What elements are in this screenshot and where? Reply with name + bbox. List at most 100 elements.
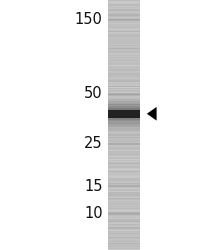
Bar xyxy=(108,223,140,224)
Bar xyxy=(108,185,140,186)
Bar xyxy=(108,176,140,177)
Bar xyxy=(108,128,140,129)
Bar xyxy=(108,12,140,13)
Bar xyxy=(108,153,140,154)
Text: 50: 50 xyxy=(84,86,103,101)
Bar xyxy=(108,3,140,4)
Bar xyxy=(108,66,140,67)
Bar xyxy=(108,15,140,16)
Bar xyxy=(108,235,140,236)
Bar xyxy=(108,85,140,86)
Bar xyxy=(108,220,140,221)
Bar xyxy=(108,219,140,220)
Bar xyxy=(108,184,140,185)
Bar xyxy=(108,173,140,174)
Bar xyxy=(108,89,140,90)
Bar xyxy=(108,110,140,111)
Bar xyxy=(108,84,140,85)
Bar xyxy=(108,208,140,209)
Bar xyxy=(108,233,140,234)
Bar xyxy=(108,112,140,113)
Bar xyxy=(108,86,140,87)
Bar xyxy=(108,41,140,42)
Bar xyxy=(108,183,140,184)
Bar xyxy=(108,168,140,169)
Bar xyxy=(108,143,140,144)
Bar xyxy=(108,102,140,125)
Bar xyxy=(108,114,140,115)
Bar xyxy=(108,13,140,14)
Bar xyxy=(108,121,140,122)
Bar xyxy=(108,164,140,165)
Bar xyxy=(108,213,140,215)
Bar xyxy=(108,1,140,2)
Bar xyxy=(108,113,140,114)
Bar xyxy=(108,180,140,181)
Bar xyxy=(108,60,140,61)
Bar xyxy=(108,205,140,206)
Bar xyxy=(108,79,140,80)
Bar xyxy=(108,115,140,116)
Bar xyxy=(108,210,140,211)
Bar xyxy=(108,154,140,155)
Bar xyxy=(108,199,140,200)
Text: 10: 10 xyxy=(84,206,103,221)
Bar xyxy=(108,61,140,62)
Bar xyxy=(108,56,140,57)
Bar xyxy=(108,204,140,205)
Bar xyxy=(108,120,140,121)
Bar xyxy=(108,126,140,127)
Bar xyxy=(108,63,140,64)
Bar xyxy=(108,74,140,75)
Bar xyxy=(108,111,140,112)
Bar xyxy=(108,119,140,120)
Bar xyxy=(108,98,140,99)
Bar xyxy=(108,49,140,50)
Bar xyxy=(108,222,140,223)
Bar xyxy=(108,161,140,162)
Bar xyxy=(108,116,140,117)
Bar xyxy=(108,83,140,84)
Bar xyxy=(108,21,140,22)
Bar xyxy=(108,249,140,250)
Bar xyxy=(108,0,140,1)
Bar xyxy=(108,6,140,7)
Bar xyxy=(108,165,140,166)
Bar xyxy=(108,198,140,199)
Bar xyxy=(108,17,140,18)
Bar xyxy=(108,145,140,146)
Bar xyxy=(108,211,140,212)
Bar xyxy=(108,143,140,145)
Bar xyxy=(108,232,140,233)
Bar xyxy=(108,102,140,103)
Bar xyxy=(108,88,140,89)
Bar xyxy=(108,181,140,182)
Bar xyxy=(108,139,140,140)
Bar xyxy=(108,78,140,79)
Bar xyxy=(108,53,140,54)
Bar xyxy=(108,238,140,239)
Bar xyxy=(108,31,140,32)
Bar xyxy=(108,152,140,153)
Bar xyxy=(108,148,140,149)
Bar xyxy=(108,2,140,3)
Bar xyxy=(108,224,140,225)
Bar xyxy=(108,212,140,213)
Bar xyxy=(108,179,140,180)
Bar xyxy=(108,99,140,129)
Bar xyxy=(108,48,140,49)
Bar xyxy=(108,132,140,133)
Bar xyxy=(108,230,140,231)
Bar xyxy=(108,94,140,95)
Bar xyxy=(108,97,140,98)
Bar xyxy=(108,28,140,29)
Bar xyxy=(108,213,140,214)
Bar xyxy=(108,44,140,45)
Bar xyxy=(108,167,140,168)
Bar xyxy=(108,236,140,237)
Bar xyxy=(108,92,140,93)
Bar xyxy=(108,107,140,108)
Bar xyxy=(108,25,140,26)
Bar xyxy=(108,104,140,105)
Bar xyxy=(108,11,140,12)
